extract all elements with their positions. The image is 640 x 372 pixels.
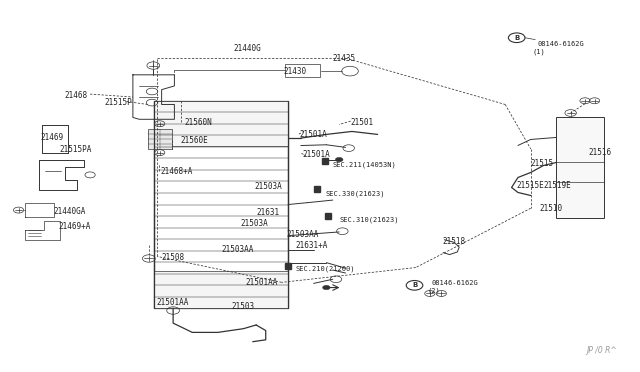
Bar: [154, 101, 288, 147]
Text: 21503AA: 21503AA: [221, 245, 254, 254]
Bar: [154, 101, 288, 308]
Text: 21515: 21515: [531, 159, 554, 168]
Text: 21430: 21430: [284, 67, 307, 76]
Text: 21468: 21468: [65, 91, 88, 100]
Text: 21501A: 21501A: [302, 150, 330, 159]
Text: 21560E: 21560E: [180, 136, 208, 145]
Text: (2): (2): [428, 287, 440, 294]
Text: 21515P: 21515P: [104, 98, 132, 107]
Text: 21515PA: 21515PA: [60, 145, 92, 154]
Text: B: B: [412, 282, 417, 288]
Text: 21469: 21469: [40, 132, 63, 142]
Circle shape: [335, 157, 343, 162]
Text: 21503AA: 21503AA: [287, 230, 319, 240]
Text: 21503A: 21503A: [255, 182, 283, 190]
Text: 21469+A: 21469+A: [58, 222, 90, 231]
Text: 21631+A: 21631+A: [296, 241, 328, 250]
Text: 21508: 21508: [162, 253, 185, 262]
Text: 08146-6162G: 08146-6162G: [431, 280, 478, 286]
Text: SEC.330(21623): SEC.330(21623): [325, 191, 385, 198]
Bar: [154, 271, 288, 308]
Text: JP /0 R^: JP /0 R^: [586, 346, 617, 355]
Text: 21631: 21631: [256, 208, 279, 217]
Text: 21516: 21516: [588, 148, 611, 157]
Text: 21440G: 21440G: [234, 44, 262, 53]
Text: 21501AA: 21501AA: [246, 278, 278, 287]
Text: 21501: 21501: [351, 118, 374, 127]
Text: 21519E: 21519E: [543, 181, 572, 190]
Text: 21435: 21435: [333, 54, 356, 62]
Text: 21510: 21510: [540, 204, 563, 213]
Bar: [285, 64, 320, 77]
Text: SEC.210(21200): SEC.210(21200): [296, 265, 355, 272]
Text: 21503A: 21503A: [240, 219, 268, 228]
Circle shape: [323, 285, 330, 290]
Text: 21515E: 21515E: [516, 181, 545, 190]
Text: 21501A: 21501A: [300, 130, 327, 140]
Text: 21501AA: 21501AA: [157, 298, 189, 307]
Text: SEC.211(14053N): SEC.211(14053N): [333, 162, 397, 169]
Text: B: B: [514, 35, 519, 41]
Text: SEC.310(21623): SEC.310(21623): [339, 217, 399, 223]
Text: 21440GA: 21440GA: [53, 208, 85, 217]
Text: 08146-6162G: 08146-6162G: [537, 41, 584, 47]
Bar: [556, 118, 604, 218]
Bar: [148, 129, 172, 149]
Text: 21518: 21518: [443, 237, 466, 246]
Text: 21560N: 21560N: [184, 118, 212, 127]
Text: 21503: 21503: [232, 302, 255, 311]
Text: 21468+A: 21468+A: [161, 167, 193, 176]
Text: (1): (1): [532, 49, 545, 55]
